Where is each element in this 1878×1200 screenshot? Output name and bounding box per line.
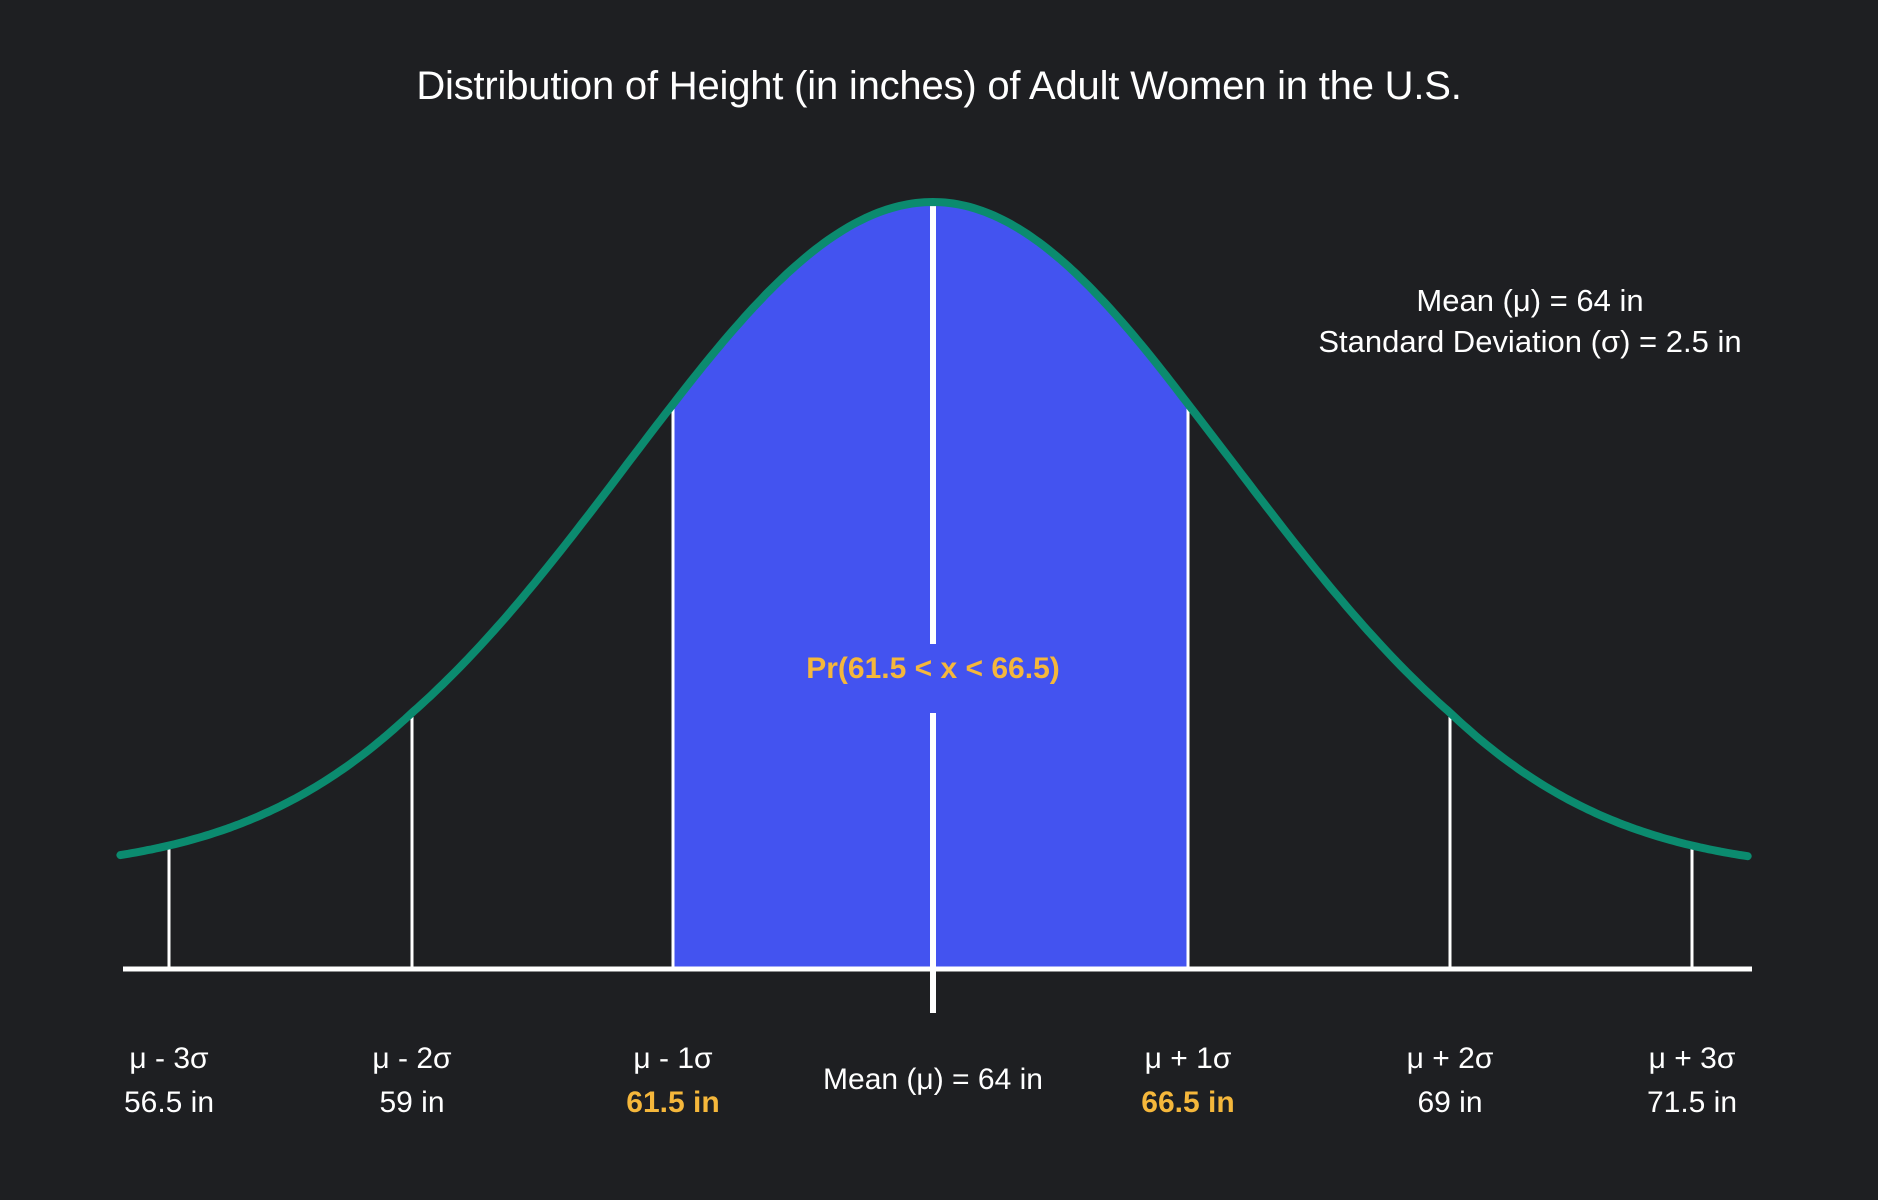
tick-symbol: μ + 1σ <box>1144 1042 1232 1075</box>
tick-label-plus-2-sigma: μ + 2σ 69 in <box>1350 1037 1550 1125</box>
tick-label-plus-3-sigma: μ + 3σ 71.5 in <box>1592 1037 1792 1125</box>
tick-label-minus-3-sigma: μ - 3σ 56.5 in <box>69 1037 269 1125</box>
tick-symbol: μ - 3σ <box>129 1042 209 1075</box>
tick-value: 59 in <box>379 1086 445 1119</box>
tick-symbol: μ - 2σ <box>372 1042 452 1075</box>
tick-label-minus-1-sigma: μ - 1σ 61.5 in <box>573 1037 773 1125</box>
bell-curve <box>116 197 1752 861</box>
probability-label: Pr(61.5 < x < 66.5) <box>806 652 1060 685</box>
mean-annotation: Mean (μ) = 64 in <box>1416 283 1644 318</box>
tick-symbol: μ + 2σ <box>1406 1042 1494 1075</box>
tick-symbol: μ + 3σ <box>1648 1042 1736 1075</box>
tick-label-plus-1-sigma: μ + 1σ 66.5 in <box>1088 1037 1288 1125</box>
tick-label-minus-2-sigma: μ - 2σ 59 in <box>312 1037 512 1125</box>
chart-title: Distribution of Height (in inches) of Ad… <box>416 64 1462 108</box>
tick-value: 71.5 in <box>1646 1086 1738 1119</box>
stats-annotation: Mean (μ) = 64 in Standard Deviation (σ) … <box>1280 280 1780 362</box>
tick-value: 69 in <box>1417 1086 1483 1119</box>
tick-value: 56.5 in <box>123 1086 215 1119</box>
mean-axis-label: Mean (μ) = 64 in <box>823 1063 1043 1096</box>
sd-annotation: Standard Deviation (σ) = 2.5 in <box>1318 324 1742 359</box>
tick-value-highlighted: 66.5 in <box>1141 1086 1235 1119</box>
tick-symbol: μ - 1σ <box>633 1042 713 1075</box>
tick-value-highlighted: 61.5 in <box>626 1086 720 1119</box>
sigma-tick-lines <box>167 407 1694 969</box>
